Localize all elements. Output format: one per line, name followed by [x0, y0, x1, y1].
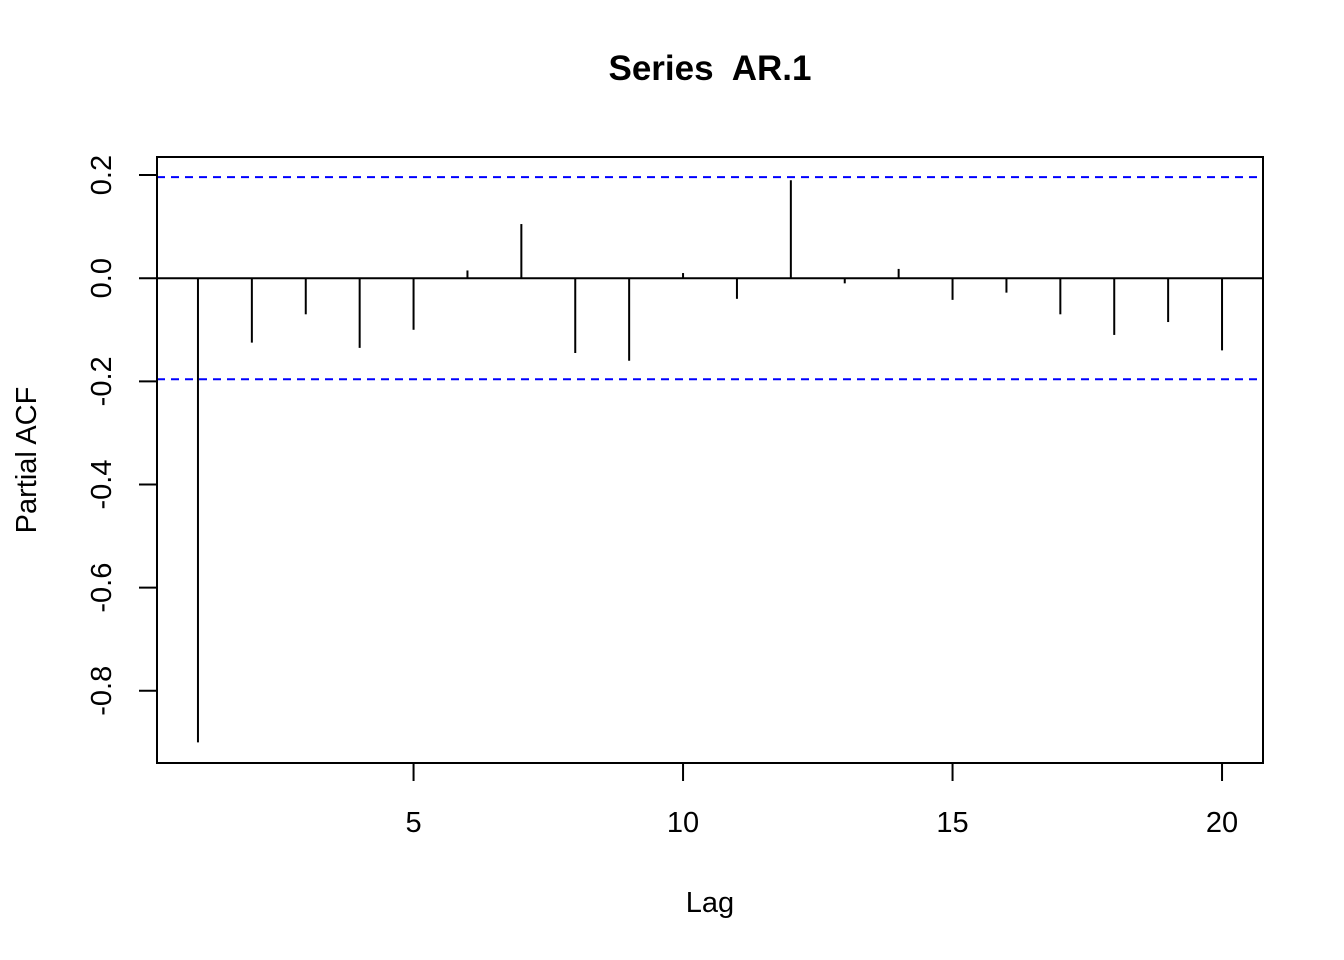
y-tick-label: 0.2 — [86, 155, 118, 195]
y-axis-title: Partial ACF — [11, 387, 43, 534]
y-tick-label: -0.6 — [86, 563, 118, 613]
y-tick-label: 0.0 — [86, 258, 118, 298]
y-tick-label: -0.8 — [86, 666, 118, 716]
chart-title: Series AR.1 — [609, 49, 812, 88]
x-tick-label: 20 — [1206, 807, 1238, 839]
y-tick-label: -0.4 — [86, 460, 118, 510]
x-tick-label: 5 — [405, 807, 421, 839]
x-tick-label: 10 — [667, 807, 699, 839]
plot-area: 5 10 15 20 -0.8 -0.6 -0.4 -0.2 0.0 0.2 — [86, 155, 1263, 839]
plot-frame — [156, 156, 1264, 764]
x-tick-label: 15 — [936, 807, 968, 839]
y-tick-label: -0.2 — [86, 356, 118, 406]
x-axis-title: Lag — [686, 887, 734, 919]
